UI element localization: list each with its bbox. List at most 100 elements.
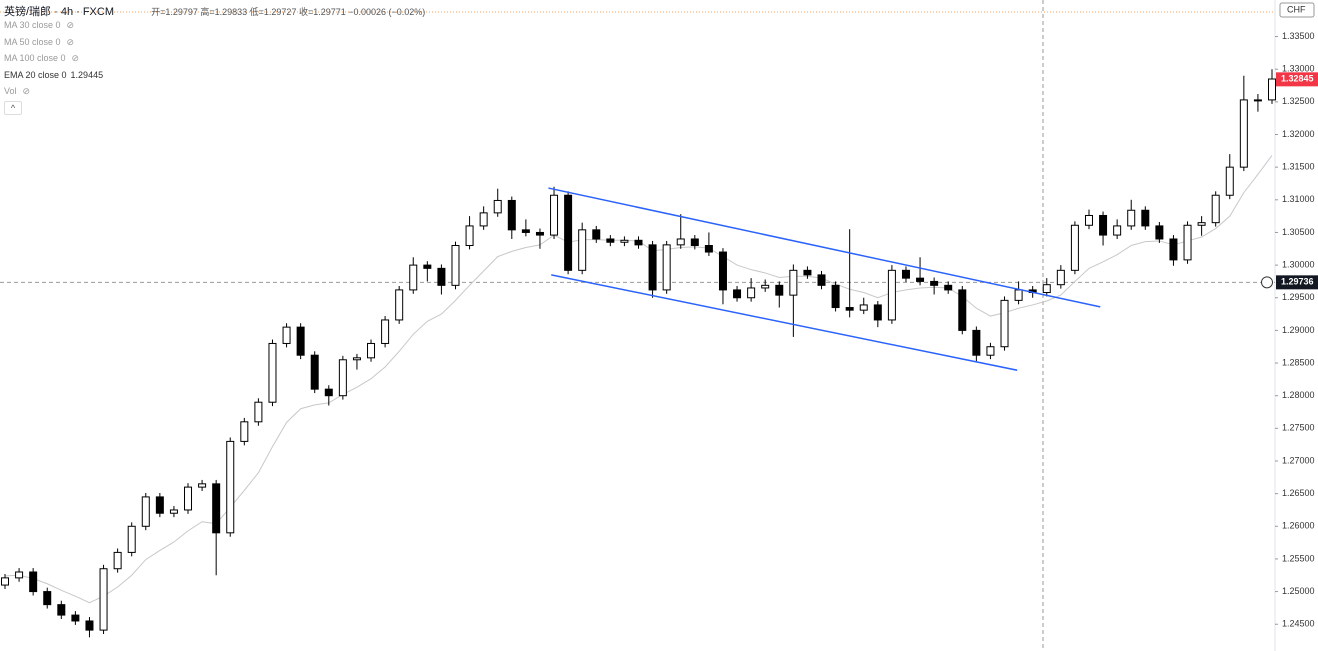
candle-body (127, 525, 136, 553)
candle-body (845, 307, 854, 311)
candle-body (733, 289, 742, 299)
indicator-value: 1.29445 (70, 69, 104, 80)
y-tick-label: 1.31500 (1282, 162, 1315, 172)
candle-body (662, 244, 671, 291)
candle-body (718, 251, 727, 291)
candle-body (873, 304, 882, 321)
candle-body (592, 229, 601, 240)
last-price: 1.32845 (1281, 74, 1314, 84)
candle-body (775, 284, 784, 296)
candle-body (1268, 78, 1276, 101)
candle-body (930, 280, 939, 286)
indicator[interactable]: MA 30 close 0 ⊘ (4, 20, 74, 31)
candle-body (212, 483, 221, 534)
candle-body (564, 194, 573, 271)
symbol-title[interactable]: 英镑/瑞郎 · 4h · FXCM (4, 6, 115, 18)
add-button[interactable] (1261, 276, 1273, 289)
candle-body (916, 277, 925, 282)
candle-body (338, 359, 347, 397)
candle-body (451, 245, 460, 286)
candle-body (521, 229, 530, 233)
candle-body (1225, 166, 1234, 196)
candle-body (831, 284, 840, 309)
candle-body (367, 342, 376, 359)
candle-body (1099, 214, 1108, 236)
ohlc-legend: 开=1.29797 高=1.29833 低=1.29727 收=1.29771 … (151, 7, 426, 17)
hidden-icon[interactable]: ⊘ (22, 86, 31, 96)
candle-body (1070, 224, 1079, 271)
candle-body (493, 199, 502, 214)
y-tick-label: 1.30000 (1282, 259, 1315, 269)
candle-body (620, 239, 629, 243)
candle-body (423, 264, 432, 269)
indicator-name: Vol (4, 86, 17, 96)
trendline (548, 187, 1101, 308)
currency-label: CHF (1287, 4, 1306, 14)
candle-body (1127, 209, 1136, 227)
indicator-name: EMA 20 close 0 (4, 69, 67, 80)
y-tick-label: 1.28000 (1282, 390, 1315, 400)
indicator[interactable]: Vol ⊘ (4, 86, 30, 97)
candle-body (761, 284, 770, 289)
currency-button[interactable] (1279, 2, 1315, 18)
indicator[interactable]: EMA 20 close 0 1.29445 (4, 70, 103, 80)
indicator[interactable]: MA 50 close 0 ⊘ (4, 37, 74, 48)
candle-body (1141, 209, 1150, 227)
y-tick-label: 1.27000 (1282, 455, 1315, 465)
candle-body (184, 486, 193, 511)
candle-body (352, 357, 361, 361)
candle-body (606, 238, 615, 243)
y-tick-label: 1.29000 (1282, 325, 1315, 335)
y-tick-label: 1.28500 (1282, 357, 1315, 367)
candle-body (479, 212, 488, 227)
y-tick-label: 1.26500 (1282, 488, 1315, 498)
candle-body (803, 269, 812, 276)
indicator[interactable]: MA 100 close 0 ⊘ (4, 53, 79, 64)
candle-body (1197, 222, 1206, 226)
candle-body (690, 238, 699, 247)
crosshair-price: 1.29736 (1281, 277, 1314, 287)
candle-body (676, 238, 685, 246)
y-tick-label: 1.33000 (1282, 64, 1315, 74)
hidden-icon[interactable]: ⊘ (66, 36, 75, 47)
candle-body (437, 267, 446, 286)
candle-body (155, 496, 164, 514)
hidden-icon[interactable]: ⊘ (71, 53, 80, 63)
candle-body (71, 614, 80, 622)
candle-body (1155, 225, 1164, 240)
candle-body (1014, 289, 1023, 301)
candle-body (198, 483, 207, 488)
candle-body (226, 440, 235, 534)
y-tick-label: 1.25000 (1282, 586, 1315, 596)
candle-body (817, 274, 826, 286)
indicator-name: MA 50 close 0 (4, 36, 61, 47)
candle-body (648, 244, 657, 291)
y-tick-label: 1.25500 (1282, 553, 1315, 563)
candle-body (887, 269, 896, 321)
candle-body (1169, 238, 1178, 261)
last-price-box (1276, 72, 1318, 87)
candle-body (99, 568, 108, 631)
candle-body (859, 304, 868, 311)
candle-body (395, 289, 404, 321)
candle-body (282, 326, 291, 344)
candle-body (789, 269, 798, 296)
candle-body (972, 329, 981, 356)
header: 英镑/瑞郎 · 4h · FXCM 开=1.29797 高=1.29833 低=… (4, 3, 425, 19)
candle-body (409, 264, 418, 291)
candle-body (465, 225, 474, 247)
indicator-name: MA 100 close 0 (4, 53, 66, 63)
candle-body (57, 604, 66, 616)
candle-body (1253, 99, 1262, 102)
candle-body (704, 245, 713, 253)
candle-body (1211, 194, 1220, 224)
collapse-button[interactable]: ^ (4, 101, 22, 115)
hidden-icon[interactable]: ⊘ (66, 20, 75, 30)
candle-body (958, 289, 967, 331)
candle-body (268, 342, 277, 403)
candle-body (43, 591, 52, 606)
candle-body (986, 346, 995, 356)
candle-body (240, 421, 249, 442)
